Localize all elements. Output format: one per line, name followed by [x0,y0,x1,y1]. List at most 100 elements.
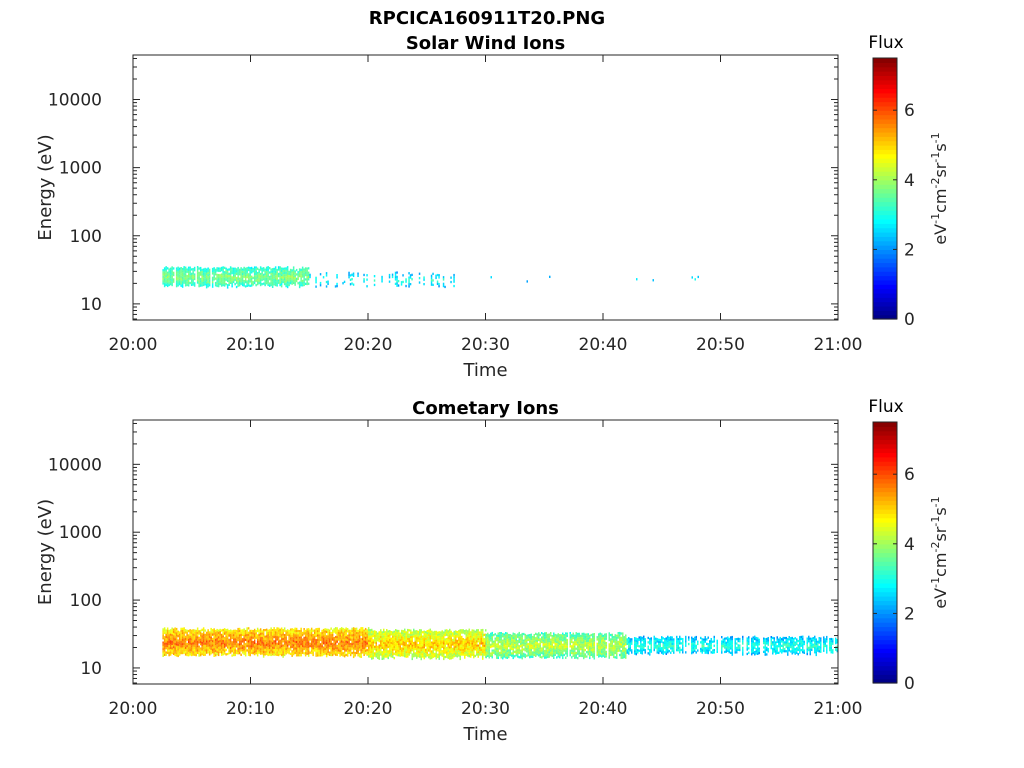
spectrogram-bin [220,647,223,650]
spectrogram-bin [417,637,419,640]
spectrogram-bin [177,275,179,278]
spectrogram-bin [216,280,218,283]
spectrogram-bin [512,654,514,657]
spectrogram-bin [395,648,397,652]
spectrogram-bin [186,647,188,650]
spectrogram-bin [267,636,269,639]
spectrogram-bin [505,654,507,657]
spectrogram-bin [396,651,398,655]
spectrogram-bin [453,633,455,636]
spectrogram-bin [358,635,361,638]
spectrogram-bin [321,647,323,650]
spectrogram-bin [673,640,675,643]
spectrogram-bin [659,638,661,642]
spectrogram-bin [303,281,305,284]
spectrogram-bin [497,634,499,637]
spectrogram-bin [312,651,314,654]
spectrogram-bin [262,655,265,658]
spectrogram-bin [647,645,649,648]
spectrogram-bin [426,647,428,650]
spectrogram-bin [485,653,487,657]
spectrogram-bin [165,653,167,656]
spectrogram-bin [270,636,272,639]
spectrogram-bin [417,644,419,647]
spectrogram-bin [214,654,217,657]
spectrogram-bin [226,286,229,289]
spectrogram-bin [228,634,230,637]
spectrogram-bin [465,638,467,641]
spectrogram-bin [404,655,406,658]
spectrogram-bin [404,635,406,638]
spectrogram-bin [259,652,262,655]
spectrogram-bin [640,636,642,639]
spectrogram-bin [395,642,397,645]
spectrogram-bin [511,634,513,637]
spectrogram-bin [662,652,664,655]
spectrogram-bin [384,635,386,638]
spectrogram-bin [665,648,667,651]
spectrogram-bin [455,634,457,637]
spectrogram-bin [476,653,478,656]
spectrogram-bin [165,283,167,286]
spectrogram-bin [225,631,227,634]
spectrogram-bin [225,629,227,632]
spectrogram-bin [217,638,220,641]
spectrogram-bin [389,630,391,633]
spectrogram-bin [432,635,434,639]
spectrogram-bin [423,643,425,647]
spectrogram-bin [467,634,469,637]
x-tick-label: 20:10 [226,335,275,355]
spectrogram-bin [195,632,197,635]
spectrogram-bin [776,638,778,641]
spectrogram-bin [208,281,211,285]
y-tick-label: 100 [70,227,102,247]
spectrogram-bin [166,267,169,270]
spectrogram-bin [514,641,516,645]
spectrogram-bin [196,651,199,654]
spectrogram-bin [411,631,413,634]
spectrogram-bin [758,643,760,646]
spectrogram-bin [404,633,406,636]
spectrogram-bin [619,649,621,652]
spectrogram-bin [392,642,394,645]
spectrogram-bin [234,638,236,641]
spectrogram-bin [321,654,323,657]
spectrogram-bin [291,634,293,638]
spectrogram-bin [238,645,241,648]
spectrogram-bin [175,271,178,275]
spectrogram-bin [186,275,188,278]
spectrogram-bin [613,644,615,648]
spectrogram-bin [483,640,485,643]
spectrogram-bin [300,645,302,648]
spectrogram-bin [637,640,639,643]
spectrogram-bin [411,633,413,636]
spectrogram-bin [623,644,625,648]
spectrogram-bin [422,642,424,645]
spectrogram-bin [279,648,281,651]
spectrogram-bin [465,642,467,645]
spectrogram-bin [310,645,313,648]
spectrogram-bin [529,649,531,652]
spectrogram-bin [300,273,302,276]
spectrogram-bin [413,655,415,658]
spectrogram-bin [533,636,535,639]
spectrogram-bin [297,645,299,648]
spectrogram-bin [496,654,498,657]
spectrogram-bin [562,634,564,638]
spectrogram-bin [288,279,290,282]
spectrogram-bin [614,649,616,652]
spectrogram-bin [389,652,391,655]
spectrogram-bin [301,273,304,276]
spectrogram-bin [408,653,410,656]
spectrogram-bin [169,635,172,639]
spectrogram-bin [196,627,199,630]
spectrogram-bin [479,638,481,641]
spectrogram-bin [262,633,265,636]
spectrogram-bin [171,283,173,287]
spectrogram-bin [175,285,178,288]
spectrogram-bin [162,271,164,274]
spectrogram-bin [186,277,188,280]
spectrogram-bin [285,636,287,640]
spectrogram-bin [369,653,371,656]
spectrogram-bin [177,643,179,647]
